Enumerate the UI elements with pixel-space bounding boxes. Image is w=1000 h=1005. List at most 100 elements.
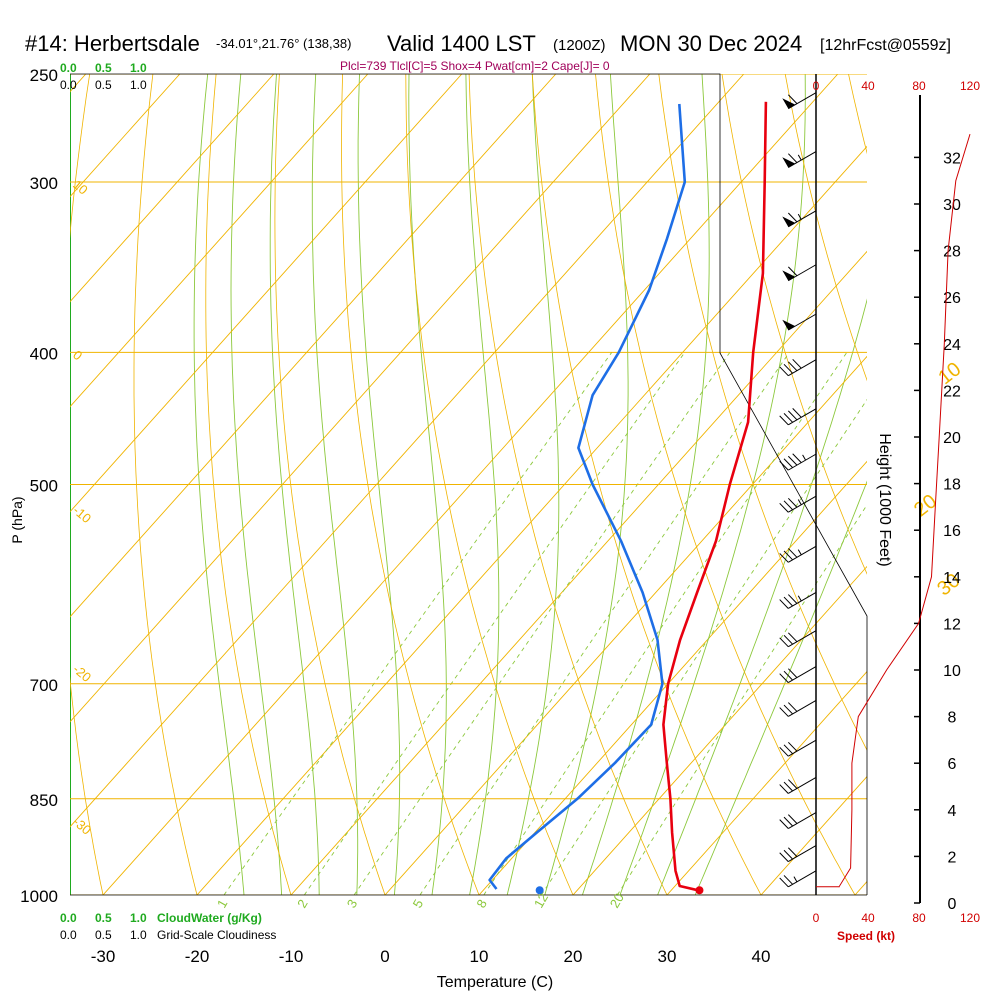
valid-time: Valid 1400 LST xyxy=(387,31,536,56)
height-tick-label: 4 xyxy=(948,803,957,820)
cloudiness-tick-top: 0.0 xyxy=(60,78,77,92)
speed-tick-bottom: 40 xyxy=(861,911,875,925)
wind-barb-half-flag xyxy=(798,500,801,505)
height-tick-label: 16 xyxy=(943,523,961,540)
wind-barb-flag xyxy=(784,413,793,422)
surface-dewpoint-marker xyxy=(536,886,544,894)
wind-barb-flag xyxy=(793,359,802,368)
height-tick-label: 14 xyxy=(943,570,961,587)
pressure-tick-label: 700 xyxy=(30,676,58,695)
wind-barb-flag xyxy=(780,820,789,829)
speed-tick-bottom: 80 xyxy=(912,911,926,925)
wind-barb-flag xyxy=(784,635,793,644)
dry-adiabat-value-label: -30 xyxy=(70,814,94,838)
cloudwater-tick-bottom: 0.5 xyxy=(95,911,112,925)
dewpoint-line xyxy=(490,104,685,889)
wind-barb-flag xyxy=(788,498,797,507)
pressure-tick-label: 500 xyxy=(30,477,58,496)
cloudwater-tick-top: 0.0 xyxy=(60,61,77,75)
wind-barb-half-flag xyxy=(794,877,797,882)
cloudiness-tick-bottom: 0.5 xyxy=(95,928,112,942)
sounding-indices: Plcl=739 Tlcl[C]=5 Shox=4 Pwat[cm]=2 Cap… xyxy=(340,59,610,73)
wind-barb-flag xyxy=(780,600,789,609)
valid-date: MON 30 Dec 2024 xyxy=(620,31,802,56)
height-tick-label: 2 xyxy=(948,849,957,866)
wind-barb-flag xyxy=(793,454,802,463)
speed-tick-top: 120 xyxy=(960,79,980,93)
mixing-ratio-line xyxy=(484,352,847,895)
mixing-ratio-value-label: 2 xyxy=(294,897,311,911)
mixing-ratio-value-label: 5 xyxy=(410,897,427,911)
dry-adiabat-line xyxy=(0,74,26,895)
surface-temperature-marker xyxy=(695,886,703,894)
speed-axis-title: Speed (kt) xyxy=(837,929,895,943)
temperature-tick-label: 20 xyxy=(564,947,583,966)
cloudiness-label: Grid-Scale Cloudiness xyxy=(157,928,276,942)
pressure-tick-label: 300 xyxy=(30,174,58,193)
wind-barb-flag xyxy=(780,747,789,756)
wind-barb-flag xyxy=(780,878,789,887)
wind-barb-flag xyxy=(784,875,793,884)
dry-adiabat-value-label: 0 xyxy=(70,347,85,363)
temperature-line xyxy=(663,102,766,890)
mixing-ratio-value-label: 1 xyxy=(214,897,231,911)
forecast-info: [12hrFcst@0559z] xyxy=(820,37,951,54)
mixing-ratio-line xyxy=(354,352,730,895)
wind-barb-flag xyxy=(784,501,793,510)
wind-barb-flag xyxy=(788,456,797,465)
wind-barb-flag xyxy=(780,853,789,862)
wind-barb-half-flag xyxy=(798,550,801,555)
cloudwater-tick-bottom: 1.0 xyxy=(130,911,147,925)
height-tick-label: 22 xyxy=(943,383,961,400)
wind-barb-flag xyxy=(780,638,789,647)
speed-tick-top: 40 xyxy=(861,79,875,93)
wind-barb-flag xyxy=(784,364,793,373)
pressure-tick-label: 1000 xyxy=(20,887,58,906)
wind-barb-half-flag xyxy=(798,596,801,601)
dry-adiabat-value-label: -20 xyxy=(70,661,94,685)
wind-barb-flag xyxy=(784,782,793,791)
wind-barb-flag xyxy=(784,817,793,826)
height-tick-label: 0 xyxy=(948,896,957,913)
wind-barb-half-flag xyxy=(798,155,801,160)
valid-zulu: (1200Z) xyxy=(553,37,606,54)
speed-tick-bottom: 0 xyxy=(813,911,820,925)
wind-barb-flag xyxy=(780,416,789,425)
cloudwater-tick-top: 0.5 xyxy=(95,61,112,75)
wind-barb-flag xyxy=(784,597,793,606)
wind-barb-flag xyxy=(788,411,797,420)
temperature-tick-label: -30 xyxy=(91,947,116,966)
height-tick-label: 8 xyxy=(948,710,957,727)
temperature-tick-label: -20 xyxy=(185,947,210,966)
height-tick-label: 6 xyxy=(948,756,957,773)
dry-adiabat-line xyxy=(849,74,1000,895)
cloudiness-tick-bottom: 0.0 xyxy=(60,928,77,942)
temperature-tick-label: 10 xyxy=(470,947,489,966)
wind-barb-flag xyxy=(784,705,793,714)
cloudwater-label: CloudWater (g/Kg) xyxy=(157,911,262,925)
height-tick-label: 18 xyxy=(943,477,961,494)
wind-barb-flag xyxy=(784,671,793,680)
wind-barb-flag xyxy=(788,848,797,857)
wind-barb-half-flag xyxy=(803,455,806,460)
wind-barb-flag xyxy=(788,548,797,557)
wind-barb-flag xyxy=(784,745,793,754)
temperature-tick-label: 0 xyxy=(380,947,389,966)
wind-barb-pennant xyxy=(782,320,795,330)
cloudiness-tick-top: 1.0 xyxy=(130,78,147,92)
speed-tick-bottom: 120 xyxy=(960,911,980,925)
wind-barb-flag xyxy=(784,850,793,859)
wind-barb-flag xyxy=(784,459,793,468)
wind-barb-flag xyxy=(788,742,797,751)
mixing-ratio-value-label: 3 xyxy=(344,897,361,911)
temperature-tick-label: 30 xyxy=(658,947,677,966)
wind-barb-flag xyxy=(788,633,797,642)
cloudwater-tick-bottom: 0.0 xyxy=(60,911,77,925)
mixing-ratio-value-label: 20 xyxy=(607,891,627,911)
pressure-tick-label: 250 xyxy=(30,66,58,85)
station-coords: -34.01°,21.76° (138,38) xyxy=(216,36,351,51)
speed-tick-top: 80 xyxy=(912,79,926,93)
pressure-tick-label: 850 xyxy=(30,791,58,810)
